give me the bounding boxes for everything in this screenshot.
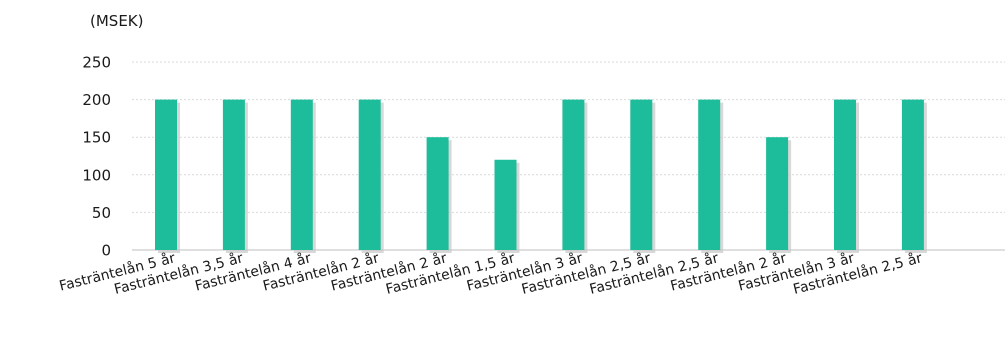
bar bbox=[290, 99, 313, 250]
bar bbox=[834, 99, 856, 250]
bar bbox=[494, 159, 517, 250]
bar bbox=[222, 99, 245, 250]
y-axis-ticks: 0 50 100 150 200 250 bbox=[82, 54, 111, 260]
bars bbox=[155, 99, 927, 253]
bar bbox=[426, 137, 449, 250]
bar bbox=[562, 99, 585, 250]
bar bbox=[766, 137, 789, 250]
bar bbox=[155, 99, 177, 250]
y-tick-label: 200 bbox=[82, 91, 111, 109]
y-tick-label: 0 bbox=[101, 242, 111, 260]
y-tick-label: 50 bbox=[92, 204, 111, 222]
y-axis-unit-label: (MSEK) bbox=[90, 12, 144, 30]
y-tick-label: 100 bbox=[82, 166, 111, 184]
y-tick-label: 250 bbox=[82, 54, 111, 72]
bar bbox=[358, 99, 381, 250]
bar bbox=[698, 99, 721, 250]
y-tick-label: 150 bbox=[82, 129, 111, 147]
bar bbox=[901, 99, 924, 250]
bar bbox=[630, 99, 653, 250]
